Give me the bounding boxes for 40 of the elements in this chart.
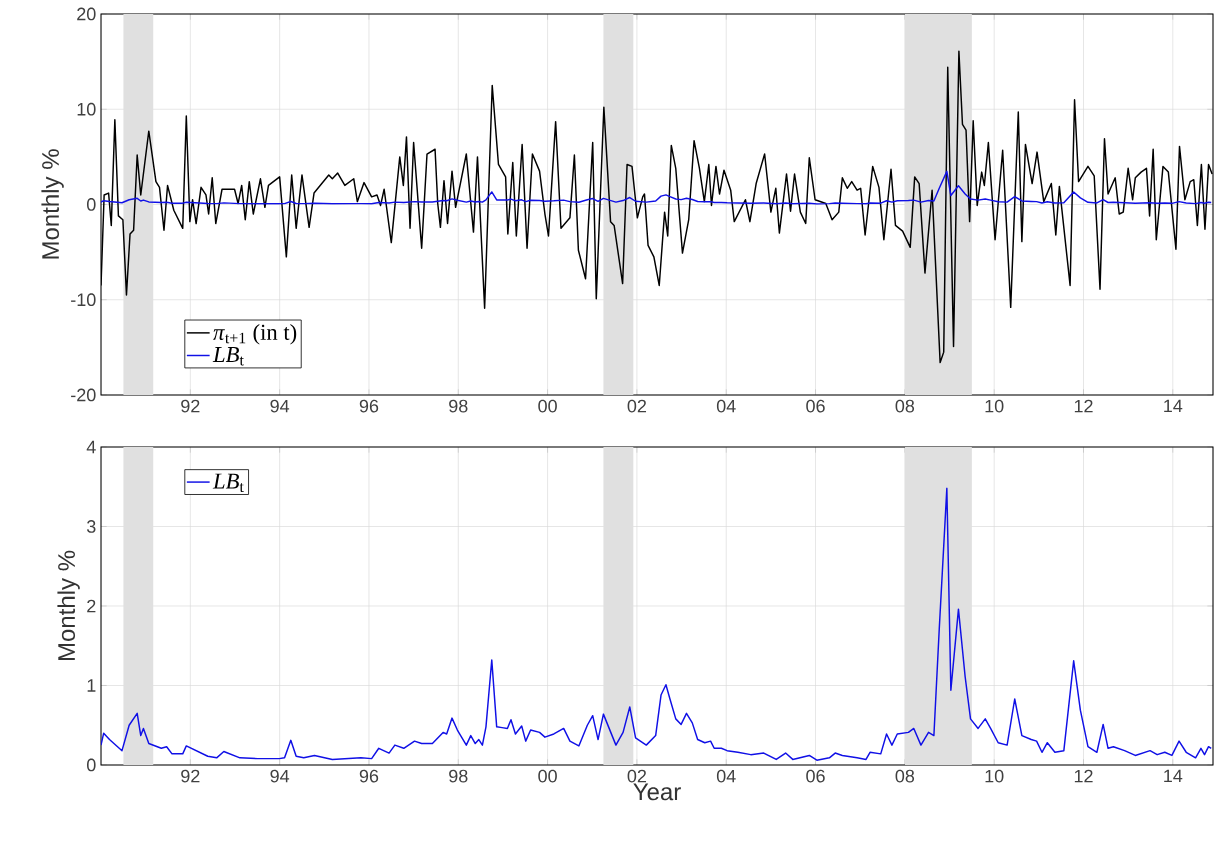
y-tick-label: -10 <box>71 293 96 307</box>
y-tick-label: 0 <box>87 758 96 772</box>
x-tick-label: 12 <box>1074 769 1093 783</box>
x-tick-label: 00 <box>538 769 557 783</box>
x-tick-label: 04 <box>716 399 736 413</box>
x-tick-label: 02 <box>627 769 647 783</box>
x-tick-label: 10 <box>985 769 1004 783</box>
y-tick-label: 10 <box>77 102 96 116</box>
y-tick-label: 0 <box>87 198 96 211</box>
legend-label: LB$_{t}$ <box>212 473 244 493</box>
x-tick-label: 98 <box>449 769 468 783</box>
x-tick-label: 14 <box>1164 769 1183 783</box>
x-tick-label: 14 <box>1164 399 1183 413</box>
y-tick-label: 1 <box>87 679 96 692</box>
y-tick-label: -20 <box>71 388 96 402</box>
x-tick-label: 96 <box>359 769 379 783</box>
x-tick-label: 92 <box>181 399 200 413</box>
x-tick-label: 08 <box>895 769 915 783</box>
y-tick-label: 3 <box>86 520 96 533</box>
x-tick-label: 92 <box>181 769 200 783</box>
y-tick-label: 20 <box>77 7 96 21</box>
x-tick-label: 06 <box>806 399 825 413</box>
x-tick-label: 98 <box>449 399 468 413</box>
y-tick-label: 2 <box>87 599 96 613</box>
x-tick-label: 94 <box>270 769 290 783</box>
legend-label: LB$_{t}$ <box>212 347 244 366</box>
x-tick-label: 10 <box>985 399 1004 413</box>
x-tick-label: 00 <box>538 399 557 413</box>
x-tick-label: 06 <box>806 769 825 783</box>
x-tick-label: 12 <box>1074 399 1093 413</box>
legend-label: π$_{t+1}$ (in t) <box>213 324 297 345</box>
x-axis-title: Year <box>633 783 681 801</box>
x-tick-label: 96 <box>359 399 379 413</box>
x-tick-label: 08 <box>895 399 915 413</box>
x-tick-label: 02 <box>627 399 647 413</box>
y-tick-label: 4 <box>86 440 96 454</box>
x-tick-label: 04 <box>716 769 736 783</box>
y-axis-title: Monthly % <box>41 149 64 259</box>
x-tick-label: 94 <box>270 399 290 413</box>
y-axis-title: Monthly % <box>57 550 80 661</box>
